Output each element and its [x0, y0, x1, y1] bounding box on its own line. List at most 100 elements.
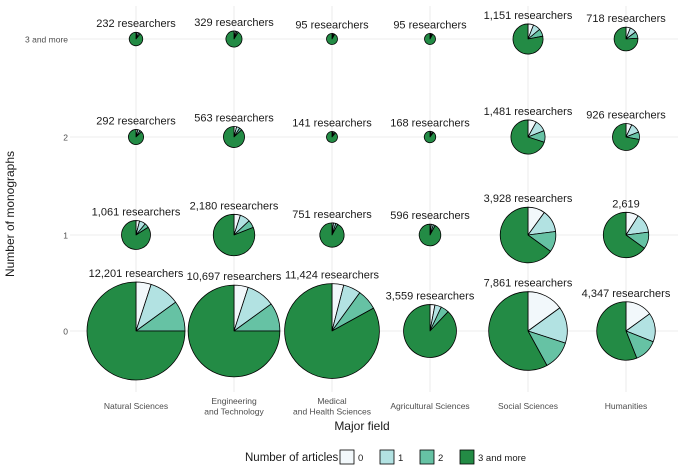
- legend-label: 3 and more: [478, 453, 526, 464]
- legend-item: 1: [379, 449, 403, 465]
- pie: [418, 223, 442, 247]
- pie-slice: [212, 213, 256, 257]
- pie-slice: [612, 123, 640, 151]
- pie-labels: 232 researchers 329 researchers 95 researc…: [89, 10, 671, 303]
- pie-label: 11,424 researchers: [285, 270, 379, 282]
- pie-label: 141 researchers: [292, 118, 372, 130]
- legend-item: 2: [419, 449, 443, 465]
- pie: [499, 206, 557, 264]
- pie: [284, 283, 380, 379]
- pie-slice: [121, 220, 151, 250]
- pie-label: 329 researchers: [194, 17, 274, 29]
- pie-label: 292 researchers: [96, 115, 176, 127]
- pie: [128, 129, 144, 145]
- pie: [319, 222, 345, 248]
- pie-slice: [223, 126, 245, 148]
- pie: [596, 301, 656, 361]
- legend-label: 2: [438, 453, 443, 464]
- pie-slice: [225, 30, 243, 48]
- pie-slice: [86, 281, 186, 381]
- pie-slice: [596, 301, 638, 361]
- pie-slice: [319, 222, 345, 248]
- pie: [612, 123, 640, 151]
- y-tick-labels: 3 and more 2 1 0: [25, 35, 68, 337]
- x-axis-label: Major field: [334, 419, 389, 433]
- pie-label: 3,928 researchers: [484, 193, 573, 205]
- pie-slice: [510, 119, 545, 155]
- pie: [488, 291, 568, 371]
- pie-slice: [403, 304, 457, 358]
- y-tick-label: 1: [63, 231, 68, 241]
- pie-slice: [187, 284, 281, 378]
- y-tick-label: 3 and more: [25, 35, 68, 45]
- legend-label: 0: [358, 453, 363, 464]
- pie: [602, 211, 650, 259]
- pie-grid: [86, 23, 656, 381]
- pie: [128, 31, 144, 47]
- pie: [326, 33, 338, 45]
- legend-title: Number of articles: [245, 452, 339, 464]
- pie-slice: [488, 291, 548, 371]
- x-tick-label: Natural Sciences: [104, 401, 168, 411]
- pie-slice: [326, 131, 338, 143]
- pie-slice: [424, 33, 436, 45]
- pie-label: 1,151 researchers: [484, 10, 573, 22]
- x-tick-label: Engineering and Technology: [204, 396, 264, 417]
- pie: [121, 220, 151, 250]
- pie-label: 95 researchers: [295, 20, 369, 32]
- pie-slice: [602, 211, 645, 259]
- y-tick-label: 2: [63, 133, 68, 143]
- x-tick-label: Medical and Health Sciences: [293, 396, 371, 417]
- pie-label: 4,347 researchers: [582, 288, 671, 300]
- pie-slice: [512, 23, 544, 55]
- pie-label: 95 researchers: [393, 20, 467, 32]
- legend-swatch: [339, 449, 355, 465]
- pie: [424, 33, 436, 45]
- pie-label: 718 researchers: [586, 13, 666, 25]
- pie-slice: [326, 33, 338, 45]
- pie-label: 2,619: [612, 198, 640, 210]
- pie-label: 926 researchers: [586, 110, 666, 122]
- pie-slice: [613, 26, 639, 52]
- pie-slice: [499, 206, 551, 264]
- pie-slice: [128, 129, 144, 145]
- y-tick-label: 0: [63, 327, 68, 337]
- legend-swatch: [459, 449, 475, 465]
- pie-label: 596 researchers: [390, 210, 470, 222]
- pie: [212, 213, 256, 257]
- pie-label: 10,697 researchers: [187, 271, 282, 283]
- pie: [225, 30, 243, 48]
- legend-swatch: [379, 449, 395, 465]
- pie: [403, 304, 457, 358]
- pie-label: 7,861 researchers: [484, 278, 573, 290]
- legend-items: 0 1 2 3 and more: [339, 449, 526, 465]
- pie: [223, 126, 245, 148]
- pie: [326, 131, 338, 143]
- pie: [510, 119, 546, 155]
- pie: [86, 281, 186, 381]
- legend-swatch: [419, 449, 435, 465]
- legend-item: 3 and more: [459, 449, 526, 465]
- pie-label: 1,481 researchers: [484, 106, 573, 118]
- x-tick-label: Social Sciences: [498, 401, 558, 411]
- legend-label: 1: [398, 453, 403, 464]
- pie-label: 12,201 researchers: [89, 268, 184, 280]
- pie-label: 232 researchers: [96, 18, 176, 30]
- pie-label: 751 researchers: [292, 209, 372, 221]
- legend-item: 0: [339, 449, 363, 465]
- y-axis-label: Number of monographs: [3, 151, 17, 277]
- pie-slice: [128, 31, 144, 47]
- pie-label: 168 researchers: [390, 117, 470, 129]
- pie-label: 2,180 researchers: [190, 200, 279, 212]
- pie: [187, 284, 281, 378]
- pie-label: 563 researchers: [194, 112, 274, 124]
- pie: [613, 26, 639, 52]
- pie-label: 3,559 researchers: [386, 291, 475, 303]
- x-tick-label: Humanities: [605, 401, 648, 411]
- pie-slice: [284, 283, 380, 379]
- legend: Number of articles 0 1 2 3 and more: [245, 449, 526, 465]
- pie: [512, 23, 544, 55]
- pie-label: 1,061 researchers: [92, 207, 181, 219]
- pie-slice: [423, 130, 437, 144]
